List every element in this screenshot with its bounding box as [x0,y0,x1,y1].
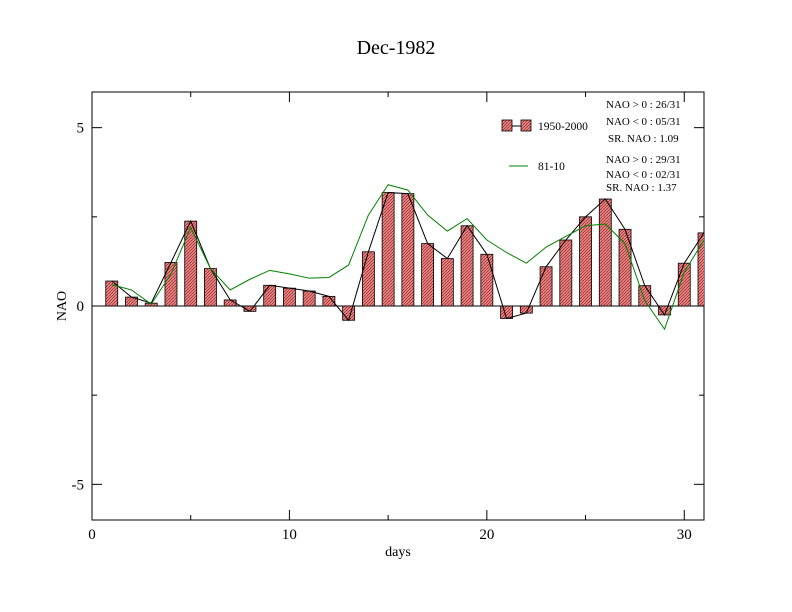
series-line-81-10 [111,184,704,331]
x-axis-label: days [385,545,411,560]
legend-swatch-1950-2000 [501,119,513,132]
stat-8110-nao-neg: NAO < 0 : 02/31 [606,169,681,181]
bar-day-14 [361,251,375,307]
bar-day-4 [164,262,178,307]
series-lines [111,184,704,331]
bar-day-17 [421,243,435,307]
bar-day-16 [401,193,415,307]
y-tick-label-0: 0 [77,299,85,315]
bar-day-9 [263,284,277,307]
bar-day-21 [500,305,513,319]
bar-day-10 [283,287,296,307]
x-tick-label-0: 0 [88,527,96,543]
x-tick-label-30: 30 [677,527,692,543]
stat-1950-sr-nao: SR. NAO : 1.09 [608,133,679,145]
y-tick-label-5: 5 [77,121,85,137]
legend: 1950-2000 81-10 [501,119,588,173]
legend-label-81-10: 81-10 [538,161,565,173]
legend-entry-81-10: 81-10 [509,161,565,173]
legend-swatch-1950-2000-b [520,119,532,132]
bar-day-24 [559,239,573,307]
bar-day-7 [223,299,237,307]
bar-day-26 [598,198,612,307]
bar-day-18 [440,258,454,307]
bar-day-15 [381,192,395,307]
stat-8110-nao-pos: NAO > 0 : 29/31 [606,154,681,166]
bar-day-11 [302,290,316,307]
bars-1950-2000 [105,192,704,321]
x-tick-label-10: 10 [282,527,297,543]
stats-block: NAO > 0 : 26/31 NAO < 0 : 05/31 SR. NAO … [606,99,681,194]
axis-ticks [91,92,704,520]
x-tick-label-20: 20 [479,527,494,543]
bar-day-31 [697,232,704,307]
bar-day-20 [480,253,494,307]
chart-title: Dec-1982 [357,37,436,59]
axis-tick-labels: 0 10 20 30 -5 0 5 [72,121,692,543]
bar-day-19 [460,225,474,307]
y-tick-label--5: -5 [72,477,85,493]
y-axis-label: NAO [55,291,70,321]
legend-entry-1950-2000: 1950-2000 [501,119,588,133]
bar-day-5 [184,220,198,307]
stat-8110-sr-nao: SR. NAO : 1.37 [606,182,677,194]
bar-day-6 [204,268,217,307]
bar-day-25 [579,216,592,307]
bar-day-13 [342,305,356,321]
stat-1950-nao-pos: NAO > 0 : 26/31 [606,99,681,111]
bar-day-23 [539,266,553,307]
legend-label-1950-2000: 1950-2000 [538,121,588,133]
stat-1950-nao-neg: NAO < 0 : 05/31 [606,116,681,128]
